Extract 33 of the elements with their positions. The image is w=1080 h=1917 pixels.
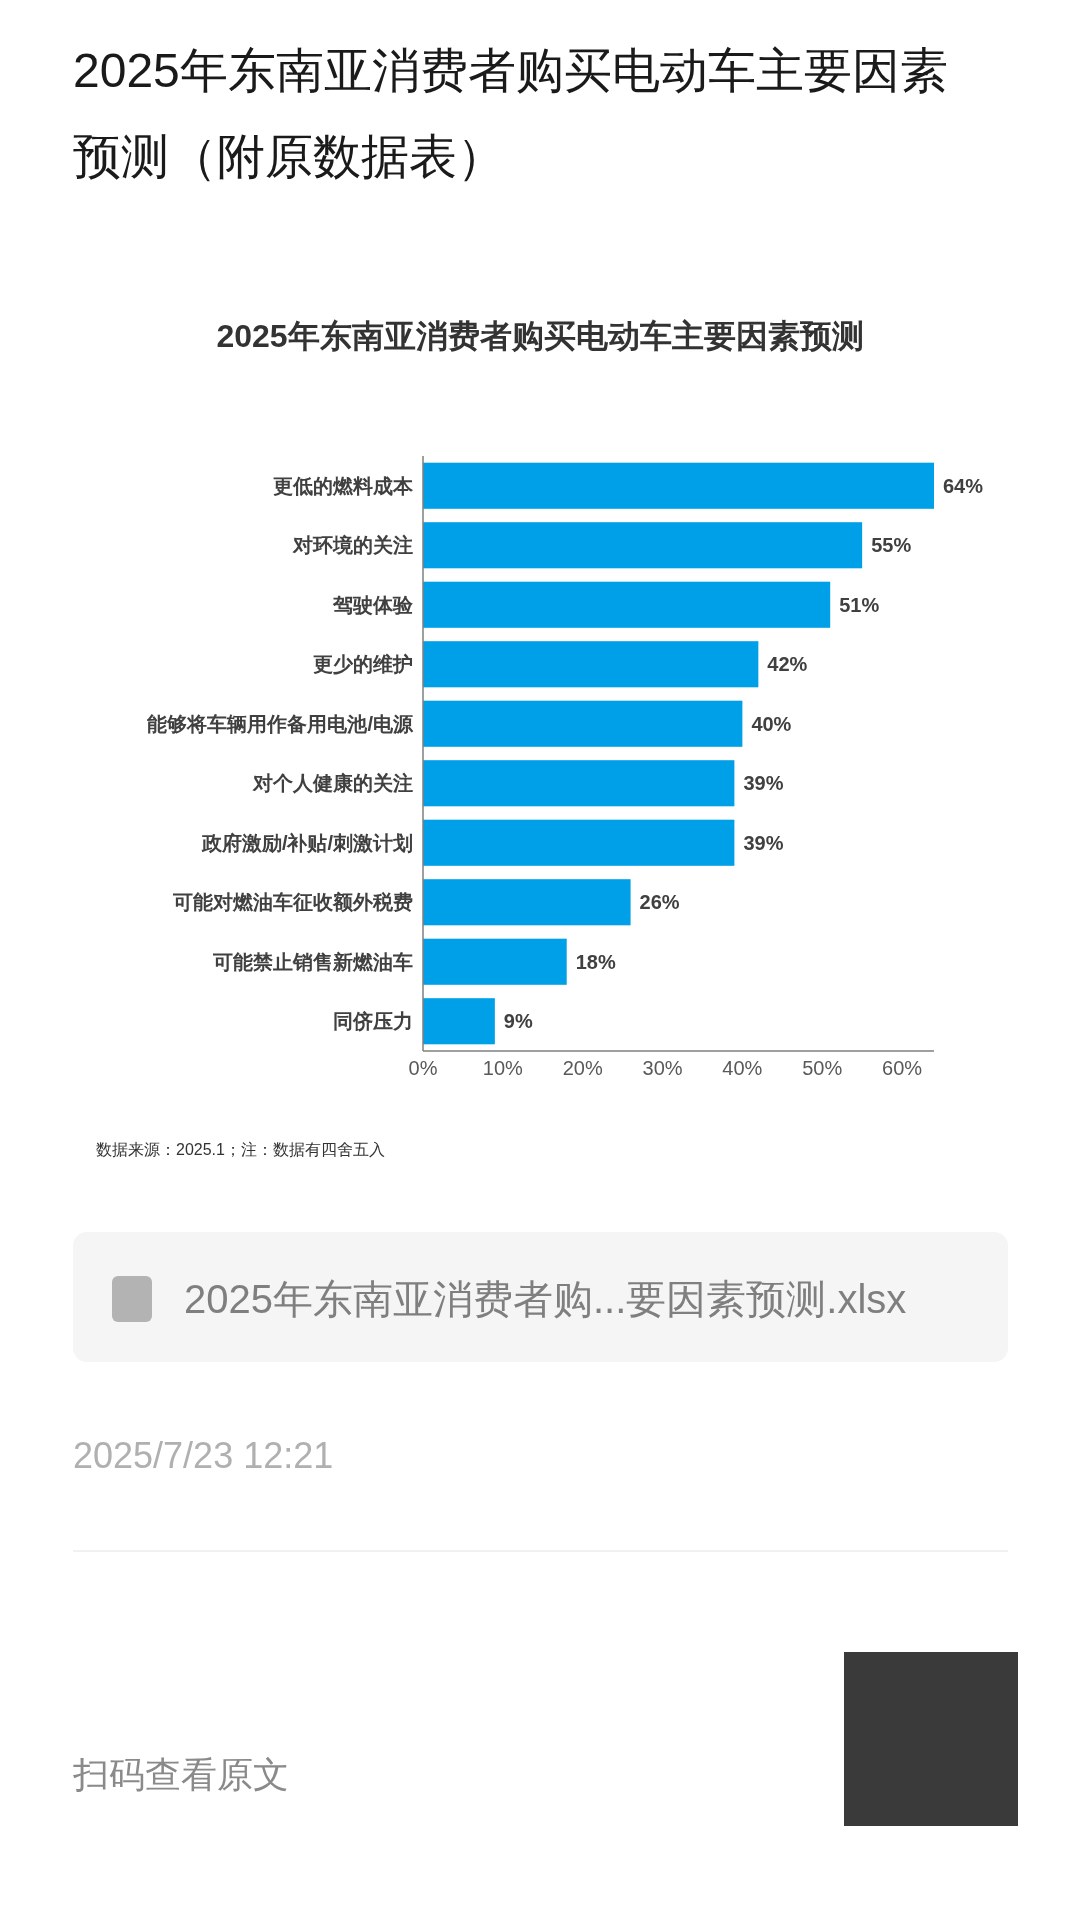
- data-label: 64%: [943, 474, 984, 497]
- y-tick-label: 可能禁止销售新燃油车: [212, 950, 413, 973]
- data-label: 9%: [503, 1010, 533, 1033]
- y-tick-label: 更低的燃料成本: [273, 474, 414, 497]
- chart-subtitle: 2025年东南亚消费者购买电动车主要因素预测: [216, 318, 864, 354]
- chart-title: 2025年东南亚消费者购买电动车主要因素预测（附原数据表）: [73, 43, 949, 185]
- x-tick-label: 30%: [642, 1057, 683, 1079]
- y-tick-label: 政府激励/补贴/刺激计划: [200, 831, 413, 854]
- text: 2025年东南亚消费者购...要因素预测.xlsx: [184, 1277, 907, 1321]
- y-tick-label: 对个人健康的关注: [252, 772, 413, 795]
- source-note: 数据来源：2025.1；注：数据有四舍五入: [96, 1141, 385, 1158]
- data-label: 51%: [839, 593, 880, 616]
- data-label: 26%: [639, 891, 680, 914]
- y-tick-label: 更少的维护: [313, 653, 413, 676]
- data-label: 39%: [743, 772, 784, 795]
- data-label: 39%: [743, 831, 784, 854]
- y-tick-label: 能够将车辆用作备用电池/电源: [147, 712, 414, 735]
- y-tick-label: 可能对燃油车征收额外税费: [172, 891, 413, 914]
- x-tick-label: 40%: [722, 1057, 763, 1079]
- y-tick-label: 驾驶体验: [332, 593, 414, 616]
- data-label: 55%: [871, 534, 912, 557]
- y-tick-label: 对环境的关注: [292, 534, 413, 557]
- data-label: 18%: [575, 950, 616, 973]
- data-label: 40%: [751, 712, 792, 735]
- x-tick-label: 10%: [482, 1057, 524, 1079]
- x-tick-label: 60%: [882, 1057, 923, 1079]
- x-tick-label: 20%: [562, 1057, 603, 1079]
- data-label: 42%: [767, 653, 808, 676]
- text: 扫码查看原文: [72, 1754, 289, 1795]
- x-tick-label: 0%: [408, 1057, 438, 1079]
- text: 2025/7/23 12:21: [73, 1435, 334, 1476]
- y-tick-label: 同侪压力: [333, 1010, 413, 1033]
- x-tick-label: 50%: [802, 1057, 843, 1079]
